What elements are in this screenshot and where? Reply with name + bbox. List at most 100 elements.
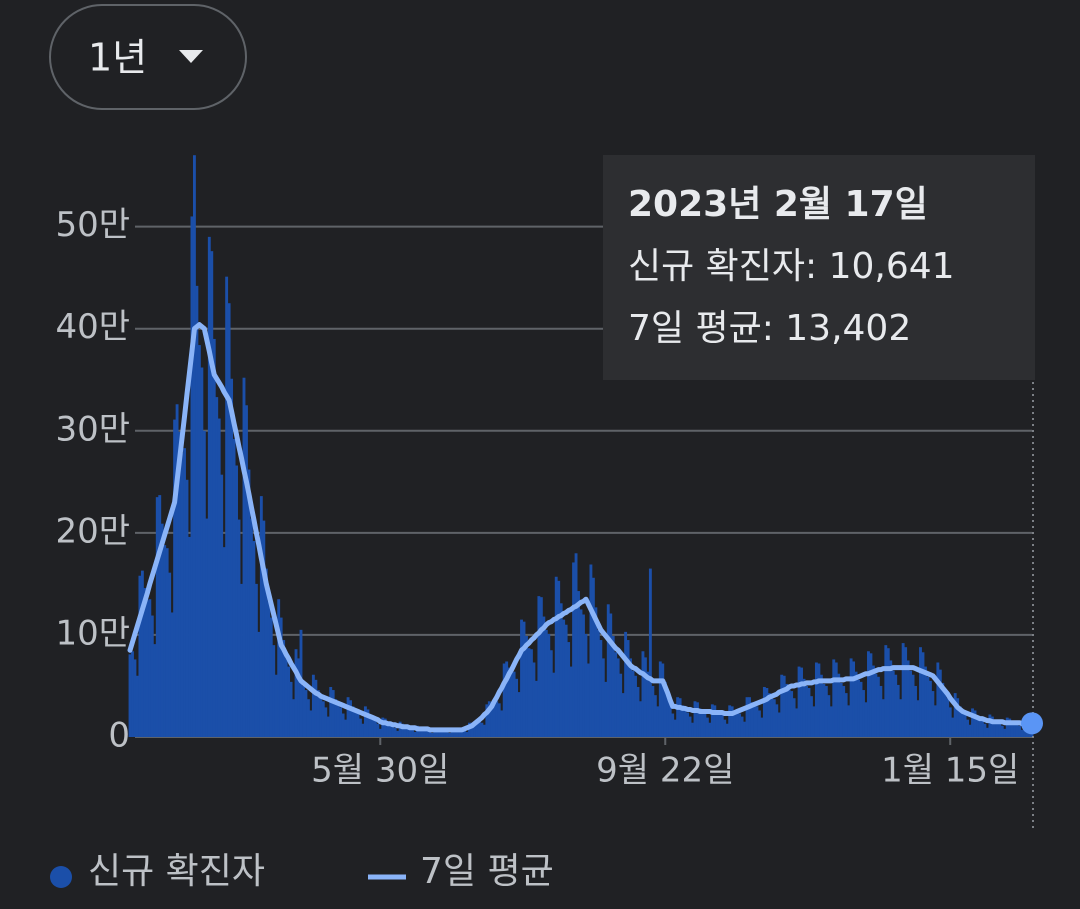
bar (443, 730, 447, 737)
bar (641, 651, 645, 737)
bar (507, 667, 511, 737)
bar (401, 723, 405, 737)
bar (386, 722, 390, 737)
bar (849, 658, 853, 737)
bar (837, 673, 841, 737)
bar (532, 662, 536, 737)
x-tick-label: 1월 15일 (881, 751, 1019, 791)
bar (349, 700, 352, 737)
bar (235, 465, 238, 737)
bar (626, 640, 630, 737)
bar (416, 725, 419, 737)
bar (252, 541, 256, 737)
bar (430, 732, 434, 737)
bar (574, 553, 578, 737)
bar (210, 251, 214, 737)
bar (782, 675, 786, 737)
bar (859, 681, 863, 737)
bar (145, 600, 149, 737)
bar (753, 706, 756, 737)
bar (795, 708, 799, 737)
bar (956, 698, 960, 737)
bar (180, 453, 184, 737)
bar (911, 674, 915, 737)
bar (748, 697, 751, 737)
bar (492, 703, 496, 737)
bar (601, 658, 605, 737)
bar (346, 697, 350, 737)
bar (705, 717, 709, 737)
bar (693, 701, 697, 737)
bar (631, 670, 635, 737)
bar (254, 583, 258, 737)
bar (373, 720, 377, 737)
y-tick-label: 20만 (55, 511, 130, 551)
bar (331, 690, 335, 737)
bar (1008, 718, 1012, 737)
bar (639, 701, 642, 737)
bar (547, 633, 551, 737)
bar (306, 699, 310, 737)
bar (1000, 725, 1004, 737)
bar (435, 727, 439, 737)
bar (916, 700, 920, 737)
bar (361, 723, 365, 737)
bar (710, 704, 714, 737)
bar (862, 690, 865, 737)
bar (304, 690, 308, 737)
range-selector-label[interactable]: 1년 (88, 36, 147, 80)
bar (906, 660, 910, 737)
bar (938, 669, 942, 737)
bar (376, 723, 380, 737)
bar (760, 717, 764, 737)
bar (864, 702, 868, 737)
bar (658, 661, 662, 737)
bar (611, 635, 615, 737)
bar (284, 658, 288, 737)
plot: 0 10만 20만 30만 40만 50만 5월 30일 9월 22일 1월 15일 (55, 155, 1043, 830)
bar (200, 367, 204, 737)
bar (968, 724, 972, 737)
bar (150, 615, 154, 737)
bar (681, 705, 685, 737)
bar (757, 710, 761, 737)
bar (634, 675, 637, 737)
bar (606, 604, 610, 737)
bar (549, 650, 553, 737)
bar (775, 704, 779, 737)
bar (881, 699, 885, 737)
bar (433, 727, 437, 737)
bar (720, 714, 724, 737)
bar (428, 731, 432, 737)
range-selector[interactable]: 1년 (49, 4, 247, 110)
bar (207, 236, 211, 738)
bar (584, 633, 588, 737)
bar (534, 680, 538, 737)
bar (354, 711, 357, 737)
bar (577, 591, 580, 737)
dropdown-arrow[interactable] (179, 50, 203, 63)
bar (512, 671, 516, 737)
bar (381, 717, 385, 737)
bar (770, 698, 774, 737)
bar (378, 728, 382, 737)
bar (936, 662, 940, 737)
bar (450, 727, 454, 737)
bar (232, 438, 236, 737)
bar (995, 722, 999, 737)
bar (698, 708, 702, 737)
bar (425, 729, 429, 737)
bar (222, 547, 226, 737)
range-selector-border[interactable] (49, 4, 247, 110)
bar (544, 629, 548, 737)
bar (802, 678, 806, 737)
bar (953, 693, 957, 737)
bar (777, 712, 781, 737)
bar (1005, 717, 1009, 737)
bar (648, 568, 652, 737)
bar (240, 583, 243, 737)
bar (225, 276, 229, 737)
bar (133, 659, 137, 737)
bar (668, 704, 672, 737)
bar (359, 718, 362, 737)
